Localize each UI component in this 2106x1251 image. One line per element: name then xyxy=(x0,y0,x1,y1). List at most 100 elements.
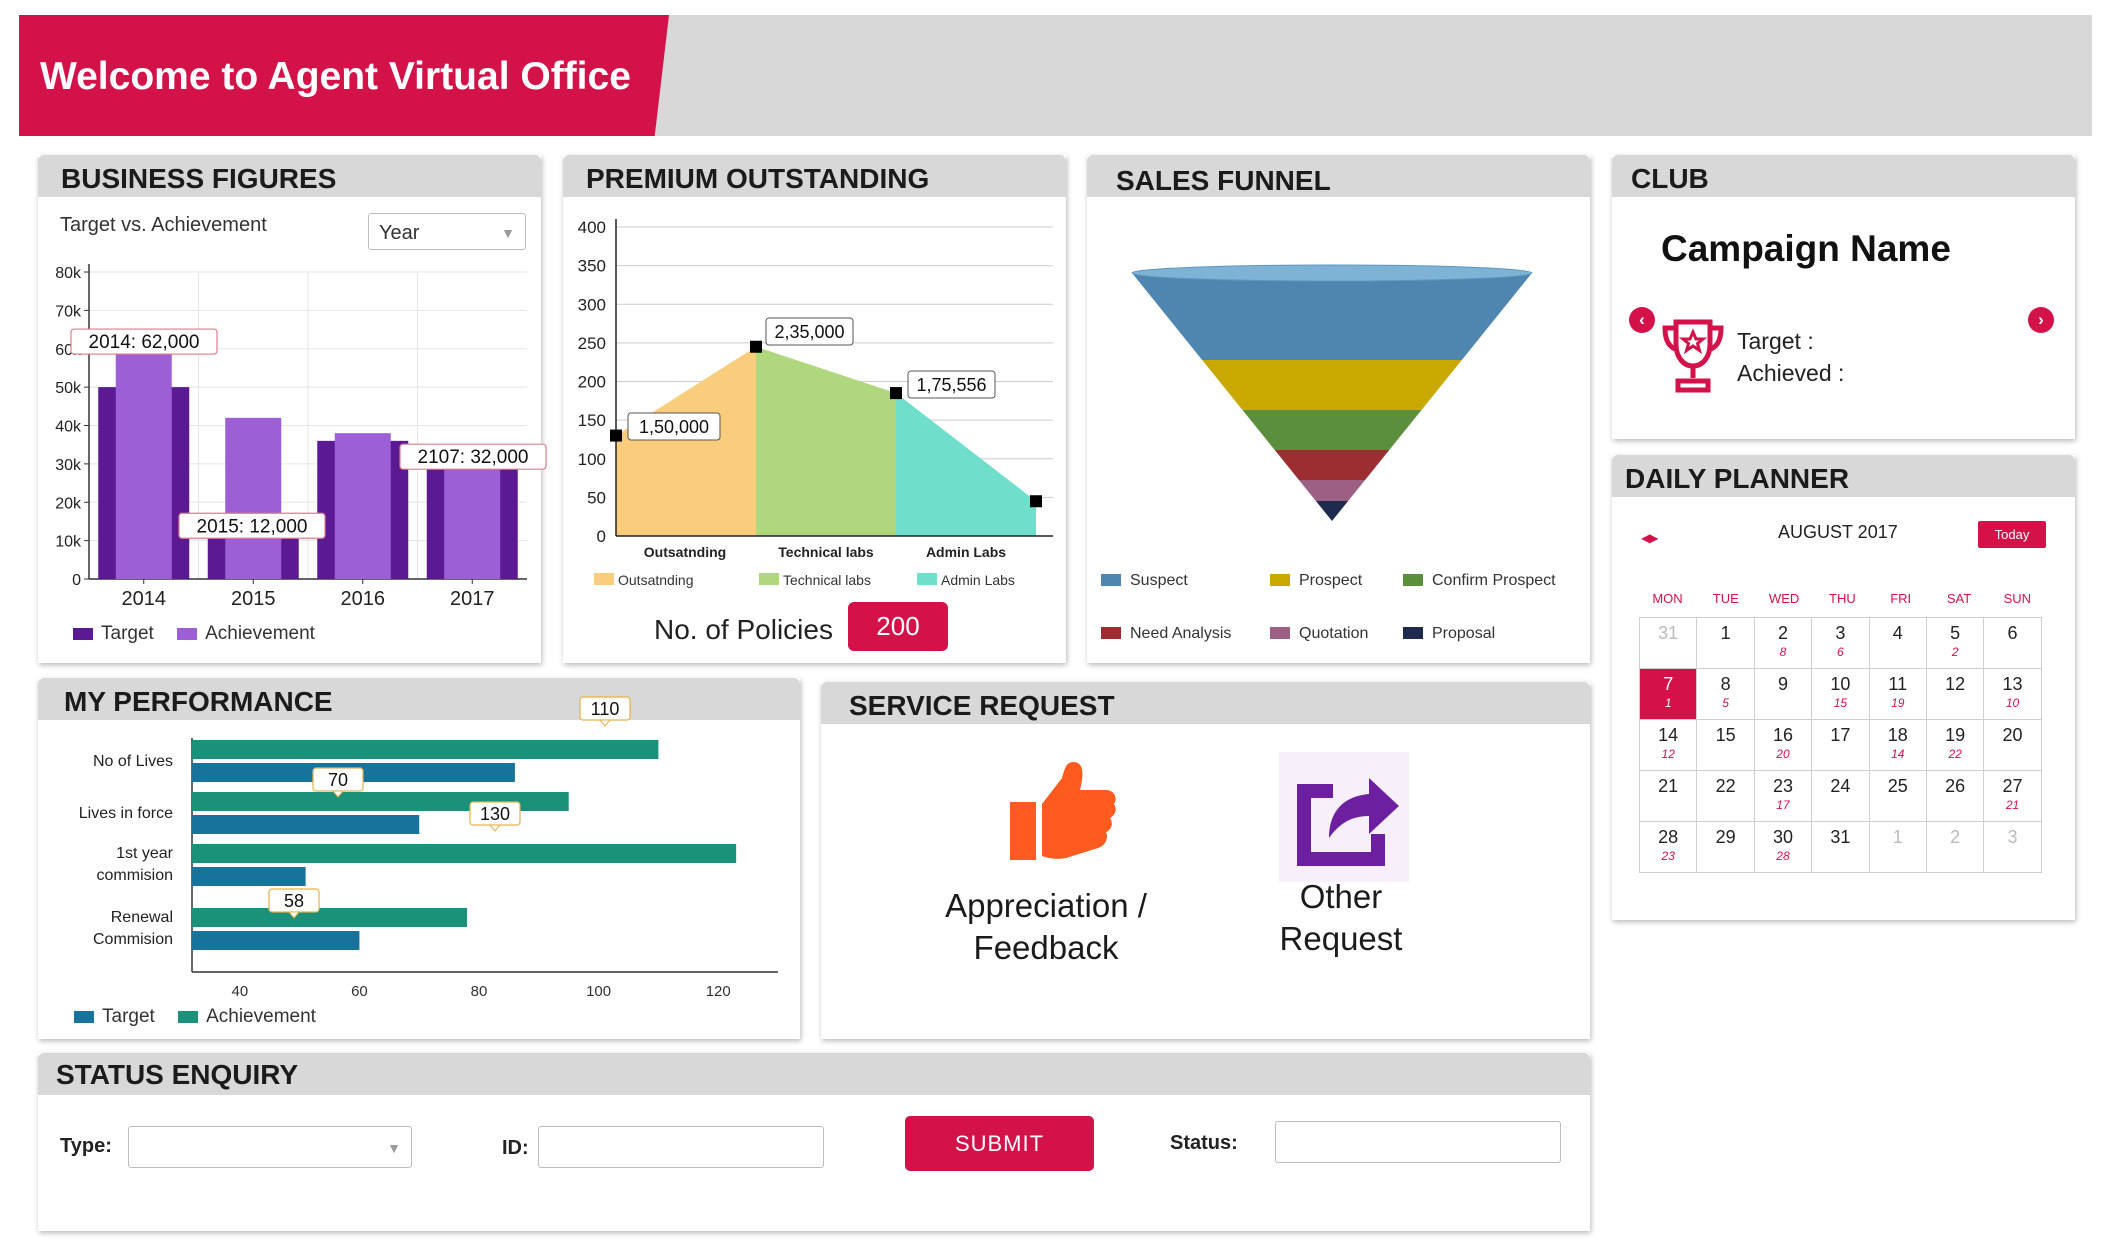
callout-pointer xyxy=(488,824,502,832)
today-button[interactable]: Today xyxy=(1978,521,2046,548)
other-request-option[interactable]: Other Request xyxy=(1241,752,1441,992)
funnel-stage xyxy=(1242,410,1422,450)
caret-left-icon[interactable]: ◀ xyxy=(1641,531,1650,545)
policies-label: No. of Policies xyxy=(654,614,833,645)
calendar-day[interactable]: 15 xyxy=(1696,719,1755,771)
day-number: 17 xyxy=(1830,725,1851,745)
day-number: 14 xyxy=(1658,725,1679,745)
period-select[interactable]: Year ▼ xyxy=(368,213,526,250)
legend-item-achievement: Achievement xyxy=(178,1006,316,1027)
calendar-day[interactable]: 31 xyxy=(1811,821,1870,873)
y-tick-label: 50 xyxy=(587,488,606,507)
panel-header: BUSINESS FIGURES xyxy=(38,155,541,197)
calendar-day[interactable]: 3 xyxy=(1983,821,2042,873)
previous-campaign-button[interactable]: ‹ xyxy=(1629,307,1655,333)
panel-header: CLUB xyxy=(1612,155,2075,197)
bar-target xyxy=(192,815,420,834)
my-performance-panel: MY PERFORMANCE 40 60 80 100 120 No of Lives Li… xyxy=(38,678,800,1039)
calendar-day[interactable]: 31 xyxy=(1638,617,1698,669)
panel-title: CLUB xyxy=(1631,163,1709,194)
value-callout-label: 58 xyxy=(284,891,304,911)
appreciation-feedback-option[interactable]: Appreciation / Feedback xyxy=(921,758,1171,998)
submit-button[interactable]: SUBMIT xyxy=(905,1116,1094,1171)
day-event-count: 20 xyxy=(1776,747,1790,761)
bar-achievement xyxy=(192,908,468,927)
data-callout-label: 2014: 62,000 xyxy=(89,332,200,353)
day-event-count: 17 xyxy=(1776,798,1790,812)
calendar-day[interactable]: 4 xyxy=(1868,617,1927,669)
day-event-count: 6 xyxy=(1837,645,1844,659)
data-callout-label: 2107: 32,000 xyxy=(418,447,529,468)
calendar-day[interactable]: 14 12 xyxy=(1638,719,1698,771)
bar-achievement xyxy=(334,433,391,579)
calendar-day[interactable]: 16 20 xyxy=(1753,719,1813,771)
weekday-label: MON xyxy=(1652,591,1683,606)
bar-achievement xyxy=(225,417,282,579)
type-select[interactable]: ▼ xyxy=(128,1126,412,1168)
value-callout-label: 130 xyxy=(480,804,510,824)
value-callout-label: 110 xyxy=(591,699,620,719)
calendar-day[interactable]: 10 15 xyxy=(1811,668,1870,720)
calendar-day[interactable]: 13 10 xyxy=(1983,668,2042,720)
calendar-day[interactable]: 24 xyxy=(1811,770,1870,822)
calendar-day[interactable]: 1 xyxy=(1868,821,1927,873)
calendar-day[interactable]: 28 23 xyxy=(1638,821,1698,873)
calendar-day[interactable]: 20 xyxy=(1983,719,2042,771)
month-label: AUGUST 2017 xyxy=(1778,522,1898,542)
calendar-day[interactable]: 11 19 xyxy=(1868,668,1927,720)
calendar-day[interactable]: 1 xyxy=(1696,617,1755,669)
day-number: 10 xyxy=(1830,674,1851,694)
y-tick-label: 300 xyxy=(578,295,606,314)
legend-label: Proposal xyxy=(1432,625,1495,642)
day-number: 12 xyxy=(1945,674,1966,694)
period-select-value: Year xyxy=(379,222,420,244)
calendar-day[interactable]: 6 xyxy=(1983,617,2042,669)
data-callout xyxy=(399,443,547,470)
month-nav-arrows[interactable]: ◀▶ xyxy=(1641,531,1658,545)
bar-target xyxy=(192,931,360,950)
calendar-day[interactable]: 12 xyxy=(1925,668,1985,720)
weekday-label: TUE xyxy=(1712,591,1739,606)
next-campaign-button[interactable]: › xyxy=(2028,307,2054,333)
thumbs-up-icon xyxy=(1010,762,1116,860)
day-number: 1 xyxy=(1892,827,1903,847)
policies-count-badge[interactable]: 200 xyxy=(848,602,948,651)
data-point xyxy=(1030,495,1042,508)
calendar-day[interactable]: 9 xyxy=(1753,668,1813,720)
premium-outstanding-panel: PREMIUM OUTSTANDING 0 50 100 150 200 250 300 35… xyxy=(563,155,1066,663)
funnel-rim xyxy=(1131,264,1533,282)
option-label: Appreciation / Feedback xyxy=(945,887,1147,966)
calendar-day[interactable]: 25 xyxy=(1868,770,1927,822)
calendar-day[interactable]: 27 21 xyxy=(1983,770,2042,822)
calendar-day[interactable]: 23 17 xyxy=(1753,770,1813,822)
funnel-stage xyxy=(1315,501,1349,521)
sales-funnel-chart: Suspect Prospect Confirm Prospect Need Anal… xyxy=(1101,264,1556,642)
calendar-day[interactable]: 21 xyxy=(1638,770,1698,822)
x-tick-label: 2015 xyxy=(231,588,276,610)
legend-swatch xyxy=(594,573,614,585)
panel-title: STATUS ENQUIRY xyxy=(56,1059,299,1090)
funnel-stage xyxy=(1202,360,1462,410)
x-tick-label: 2016 xyxy=(341,588,386,610)
calendar-day[interactable]: 22 xyxy=(1696,770,1755,822)
funnel-stage xyxy=(1132,273,1532,360)
value-callout-label: 70 xyxy=(328,770,348,790)
panel-title: PREMIUM OUTSTANDING xyxy=(586,163,930,194)
calendar-day[interactable]: 18 14 xyxy=(1868,719,1927,771)
calendar-day[interactable]: 29 xyxy=(1696,821,1755,873)
calendar-day[interactable]: 26 xyxy=(1925,770,1985,822)
calendar-day[interactable]: 30 28 xyxy=(1753,821,1813,873)
id-input[interactable] xyxy=(538,1126,824,1168)
bar-achievement xyxy=(115,341,172,579)
caret-right-icon[interactable]: ▶ xyxy=(1649,531,1658,545)
y-category-label: Renewal xyxy=(111,909,173,926)
calendar-day[interactable]: 17 xyxy=(1811,719,1870,771)
day-number: 3 xyxy=(1835,623,1846,643)
calendar-day[interactable]: 2 xyxy=(1925,821,1985,873)
calendar-day[interactable]: 19 22 xyxy=(1925,719,1985,771)
